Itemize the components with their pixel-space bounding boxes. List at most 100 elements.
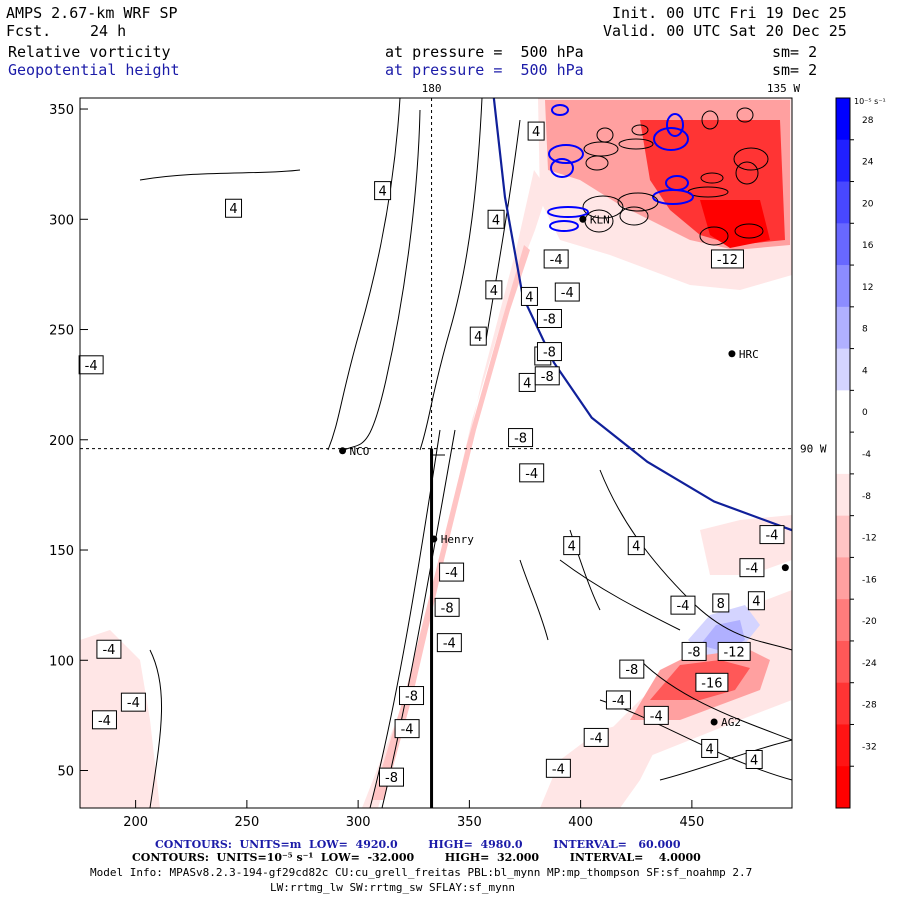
contour-label-box-10 [554, 282, 580, 302]
contour-line-15 [149, 649, 162, 809]
vorticity-region-6 [80, 630, 160, 808]
contour-label-box-38 [399, 686, 425, 706]
contour-label-25: -4 [445, 566, 458, 581]
contour-label-10: -4 [561, 286, 574, 301]
contour-label-13: -8 [541, 370, 554, 385]
contour-label-box-17 [78, 355, 104, 375]
colorbar-swatch-6 [836, 348, 850, 391]
contour-cell-0 [551, 104, 569, 116]
colorbar-swatch-8 [836, 432, 850, 475]
contour-cell-16 [700, 172, 724, 184]
colorbar: 28 24 20 16 12 8 4 0 -4 -8 -12 -16 -20 -24 -28 -32 10⁻⁵ … [835, 97, 886, 809]
contour-cell-5 [736, 107, 754, 123]
contour-label-37: 4 [750, 753, 758, 768]
contour-label-box-25 [439, 562, 465, 582]
contour-label-box-41 [96, 639, 122, 659]
contour-label-21: -4 [745, 562, 758, 577]
station-marker-1 [579, 215, 587, 223]
station-marker-4 [710, 718, 718, 726]
contour-label-9: -4 [550, 253, 563, 268]
parallel-label-1: 90 W [800, 443, 827, 456]
contour-cell-6 [550, 158, 574, 178]
contour-label-box-29 [717, 641, 751, 661]
colorbar-label-3: 20 [862, 199, 874, 209]
contour-line-14 [519, 559, 549, 641]
contour-cell-12 [549, 220, 579, 232]
contour-label-box-22 [747, 591, 765, 611]
colorbar-swatch-3 [836, 223, 850, 266]
field2-smooth: sm= 2 [772, 61, 818, 79]
contour-label-box-24 [670, 595, 696, 615]
contour-cell-3 [653, 127, 689, 151]
contour-label-box-2 [527, 121, 545, 141]
contour-label-box-9 [543, 249, 569, 269]
contour-label-box-33 [643, 705, 669, 725]
station-label-0: NCO [350, 445, 370, 458]
contour-label-16: -12 [717, 253, 738, 268]
colorbar-label-4: 16 [862, 241, 874, 251]
vorticity-region-0 [362, 170, 548, 808]
contour-label-box-13 [534, 366, 560, 386]
station-marker-5 [781, 564, 789, 572]
footer-model-info: Model Info: MPASv8.2.3-194-gf29cd82c CU:… [90, 866, 753, 879]
contour-label-4: 4 [490, 284, 498, 299]
contour-label-17: -4 [85, 359, 98, 374]
contour-label-box-11 [536, 308, 562, 328]
model-title: AMPS 2.67-km WRF SP [6, 4, 178, 22]
contour-label-box-34 [583, 727, 609, 747]
contour-label-box-35 [545, 758, 571, 778]
contour-label-box-19 [627, 536, 645, 556]
contour-cell-22 [699, 226, 729, 246]
y-tick-label-5: 300 [49, 213, 74, 228]
contour-label-23: 8 [717, 597, 725, 612]
colorbar-swatch-15 [836, 724, 850, 767]
y-tick-label-2: 150 [49, 544, 74, 559]
x-tick-label-0: 200 [123, 815, 148, 830]
contour-line-1 [339, 109, 421, 453]
contour-line-9 [639, 659, 793, 741]
contour-label-box-21 [739, 558, 765, 578]
contour-label-29: -12 [724, 645, 745, 660]
footer-height-contours: CONTOURS: UNITS=m LOW= 4920.0 HIGH= 4980… [155, 838, 681, 851]
contour-cell-8 [618, 138, 654, 150]
station-label-4: AG2 [721, 716, 741, 729]
contour-label-33: -4 [650, 709, 663, 724]
contour-line-0 [327, 97, 401, 451]
contour-label-box-1 [225, 198, 243, 218]
contour-label-8: 4 [523, 376, 531, 391]
contour-line-8 [559, 559, 681, 631]
station-marker-0 [339, 447, 347, 455]
contour-label-41: -4 [102, 643, 115, 658]
station-marker-3 [728, 350, 736, 358]
colorbar-swatch-4 [836, 265, 850, 308]
contour-cell-21 [665, 175, 689, 191]
plot-frame [79, 97, 793, 809]
contour-line-12 [139, 169, 301, 181]
contour-label-20: -4 [765, 529, 778, 544]
contour-label-15: -4 [525, 467, 538, 482]
colorbar-label-6: 8 [862, 325, 868, 335]
contour-label-box-42 [91, 710, 117, 730]
colorbar-swatch-2 [836, 181, 850, 224]
contour-cell-20 [631, 124, 649, 136]
colorbar-label-9: -4 [862, 450, 871, 460]
colorbar-swatch-7 [836, 390, 850, 433]
contour-cell-14 [617, 192, 659, 212]
colorbar-swatch-11 [836, 557, 850, 600]
contour-label-27: -4 [443, 637, 456, 652]
forecast-label: Fcst. [6, 22, 52, 40]
contour-label-43: -4 [127, 696, 140, 711]
contour-label-box-0 [374, 181, 392, 201]
colorbar-swatch-14 [836, 682, 850, 725]
footer-vorticity-contours: CONTOURS: UNITS=10⁻⁵ s⁻¹ LOW= -32.000 HI… [132, 851, 701, 864]
contour-label-box-31 [695, 672, 729, 692]
contour-label-box-4 [485, 280, 503, 300]
contour-cell-15 [666, 113, 684, 137]
field1-level: at pressure = 500 hPa [385, 43, 584, 61]
contour-label-box-6 [469, 326, 487, 346]
contour-cell-11 [735, 161, 759, 185]
x-tick-label-2: 300 [346, 815, 371, 830]
colorbar-swatch-10 [836, 515, 850, 558]
colorbar-label-1: 28 [862, 116, 874, 126]
contour-label-box-3 [487, 209, 505, 229]
